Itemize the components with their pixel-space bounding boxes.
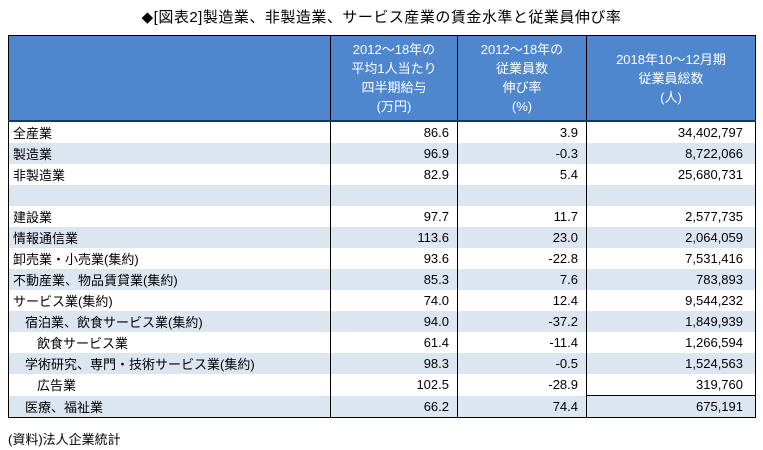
growth-cell: -28.9 — [457, 374, 587, 396]
total-cell: 8,722,066 — [586, 143, 756, 164]
row-label-cell: 広告業 — [8, 374, 331, 396]
row-label-cell: 建設業 — [8, 206, 331, 227]
total-cell: 1,266,594 — [586, 332, 756, 353]
table-row: サービス業(集約) 74.0 12.4 9,544,232 — [8, 290, 756, 311]
row-label-cell: 不動産業、物品賃貸業(集約) — [8, 269, 331, 290]
row-label-cell: 宿泊業、飲食サービス業(集約) — [8, 311, 331, 332]
row-label-cell: 医療、福祉業 — [8, 395, 331, 418]
page-title: ◆[図表2]製造業、非製造業、サービス産業の賃金水準と従業員伸び率 — [141, 9, 622, 26]
total-cell: 1,524,563 — [586, 353, 756, 374]
total-cell: 319,760 — [586, 374, 756, 396]
row-label-cell: 非製造業 — [8, 164, 331, 185]
table-row: 医療、福祉業 66.2 74.4 675,191 — [8, 395, 756, 418]
growth-cell: -0.3 — [457, 143, 587, 164]
wage-cell: 94.0 — [330, 311, 458, 332]
table-body: 全産業 86.6 3.9 34,402,797 製造業 96.9 -0.3 8,722,066… — [8, 121, 756, 418]
total-cell: 1,849,939 — [586, 311, 756, 332]
row-label-cell: 学術研究、専門・技術サービス業(集約) — [8, 353, 331, 374]
row-label-cell — [8, 185, 331, 206]
wage-cell: 93.6 — [330, 248, 458, 269]
header-row: 2012〜18年の 平均1人当たり 四半期給与 (万円) 2012〜18年の 従… — [8, 35, 756, 122]
growth-cell: 11.7 — [457, 206, 587, 227]
wage-cell: 102.5 — [330, 374, 458, 396]
wage-cell: 98.3 — [330, 353, 458, 374]
row-label-cell: サービス業(集約) — [8, 290, 331, 311]
table-header: 2012〜18年の 平均1人当たり 四半期給与 (万円) 2012〜18年の 従… — [8, 35, 756, 122]
wage-cell: 66.2 — [330, 395, 458, 418]
table-row: 広告業 102.5 -28.9 319,760 — [8, 374, 756, 396]
header-avg-quarterly-wage: 2012〜18年の 平均1人当たり 四半期給与 (万円) — [330, 35, 458, 122]
table-row: 建設業 97.7 11.7 2,577,735 — [8, 206, 756, 227]
table-row: 非製造業 82.9 5.4 25,680,731 — [8, 164, 756, 185]
table-row: 宿泊業、飲食サービス業(集約) 94.0 -37.2 1,849,939 — [8, 311, 756, 332]
row-label-cell: 製造業 — [8, 143, 331, 164]
growth-cell: -0.5 — [457, 353, 587, 374]
growth-cell: 5.4 — [457, 164, 587, 185]
total-cell: 2,064,059 — [586, 227, 756, 248]
header-industry — [8, 35, 331, 122]
growth-cell — [457, 185, 587, 206]
total-cell: 783,893 — [586, 269, 756, 290]
growth-cell: 7.6 — [457, 269, 587, 290]
wage-cell: 97.7 — [330, 206, 458, 227]
growth-cell: -11.4 — [457, 332, 587, 353]
wage-cell: 86.6 — [330, 121, 458, 143]
total-cell: 9,544,232 — [586, 290, 756, 311]
total-cell: 7,531,416 — [586, 248, 756, 269]
table-row: 情報通信業 113.6 23.0 2,064,059 — [8, 227, 756, 248]
row-label-cell: 情報通信業 — [8, 227, 331, 248]
total-cell — [586, 185, 756, 206]
wage-cell: 74.0 — [330, 290, 458, 311]
total-cell: 2,577,735 — [586, 206, 756, 227]
table-row: 全産業 86.6 3.9 34,402,797 — [8, 121, 756, 143]
wage-cell: 82.9 — [330, 164, 458, 185]
growth-cell: 3.9 — [457, 121, 587, 143]
total-cell: 675,191 — [586, 395, 756, 418]
table-row: 製造業 96.9 -0.3 8,722,066 — [8, 143, 756, 164]
growth-cell: 74.4 — [457, 395, 587, 418]
table-row: 飲食サービス業 61.4 -11.4 1,266,594 — [8, 332, 756, 353]
wage-cell: 85.3 — [330, 269, 458, 290]
growth-cell: 12.4 — [457, 290, 587, 311]
row-label-cell: 全産業 — [8, 121, 331, 143]
table-row: 卸売業・小売業(集約) 93.6 -22.8 7,531,416 — [8, 248, 756, 269]
total-cell: 25,680,731 — [586, 164, 756, 185]
growth-cell: 23.0 — [457, 227, 587, 248]
wage-cell — [330, 185, 458, 206]
table-row — [8, 185, 756, 206]
wage-table: 2012〜18年の 平均1人当たり 四半期給与 (万円) 2012〜18年の 従… — [8, 35, 756, 418]
source-note: (資料)法人企業統計 — [8, 432, 121, 447]
table-row: 学術研究、専門・技術サービス業(集約) 98.3 -0.5 1,524,563 — [8, 353, 756, 374]
wage-cell: 61.4 — [330, 332, 458, 353]
wage-cell: 96.9 — [330, 143, 458, 164]
growth-cell: -22.8 — [457, 248, 587, 269]
row-label-cell: 飲食サービス業 — [8, 332, 331, 353]
wage-cell: 113.6 — [330, 227, 458, 248]
total-cell: 34,402,797 — [586, 121, 756, 143]
table-row: 不動産業、物品賃貸業(集約) 85.3 7.6 783,893 — [8, 269, 756, 290]
growth-cell: -37.2 — [457, 311, 587, 332]
row-label-cell: 卸売業・小売業(集約) — [8, 248, 331, 269]
header-employee-growth-rate: 2012〜18年の 従業員数 伸び率 (%) — [457, 35, 587, 122]
header-total-employees: 2018年10〜12月期 従業員総数 (人) — [586, 35, 756, 122]
